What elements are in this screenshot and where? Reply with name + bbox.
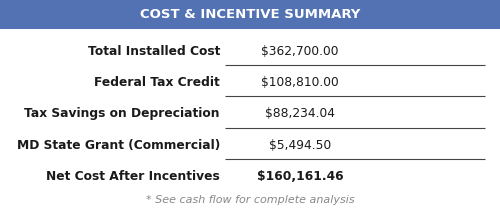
- Text: Net Cost After Incentives: Net Cost After Incentives: [46, 170, 220, 183]
- Text: MD State Grant (Commercial): MD State Grant (Commercial): [17, 139, 220, 152]
- Text: Total Installed Cost: Total Installed Cost: [88, 45, 220, 58]
- Text: $362,700.00: $362,700.00: [261, 45, 339, 58]
- Text: Tax Savings on Depreciation: Tax Savings on Depreciation: [24, 107, 220, 120]
- Text: $88,234.04: $88,234.04: [265, 107, 335, 120]
- Text: $160,161.46: $160,161.46: [256, 170, 344, 183]
- Text: * See cash flow for complete analysis: * See cash flow for complete analysis: [146, 195, 354, 205]
- Text: $108,810.00: $108,810.00: [261, 76, 339, 89]
- Text: $5,494.50: $5,494.50: [269, 139, 331, 152]
- Text: COST & INCENTIVE SUMMARY: COST & INCENTIVE SUMMARY: [140, 8, 360, 21]
- Text: Federal Tax Credit: Federal Tax Credit: [94, 76, 220, 89]
- Bar: [0, 0, 500, 29]
